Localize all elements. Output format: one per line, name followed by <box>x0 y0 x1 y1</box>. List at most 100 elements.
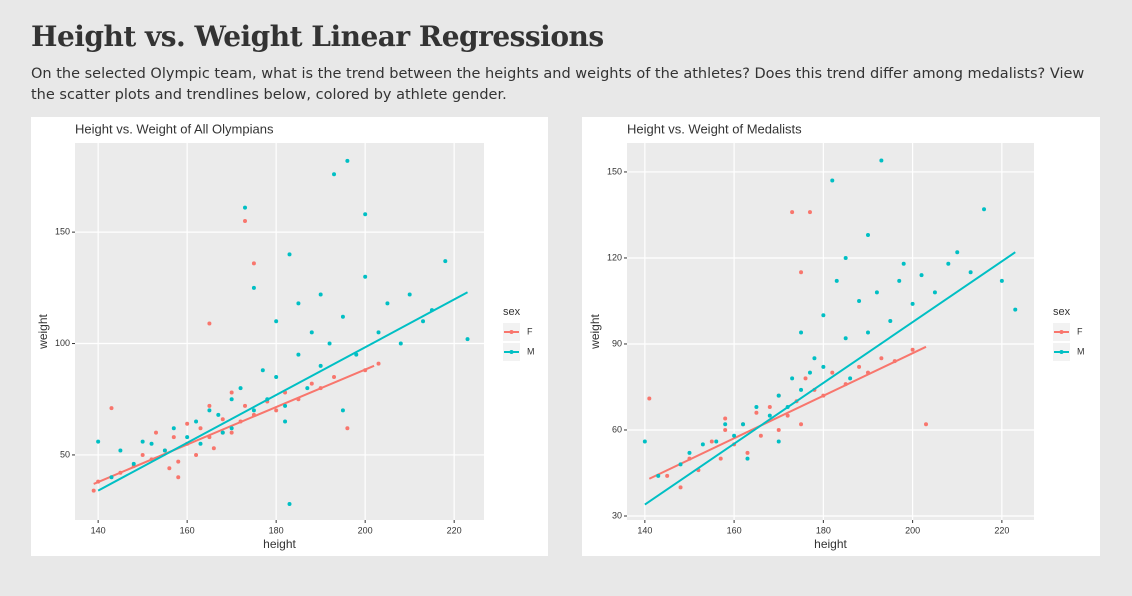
point <box>843 336 848 341</box>
point <box>153 430 158 435</box>
point <box>687 450 692 455</box>
point <box>879 158 884 163</box>
point <box>287 501 292 506</box>
x-tick-label: 180 <box>269 525 284 535</box>
point <box>167 466 172 471</box>
point <box>647 396 652 401</box>
x-tick-label: 160 <box>727 525 742 535</box>
y-tick-label: 100 <box>55 338 70 348</box>
point <box>807 370 812 375</box>
point <box>363 274 368 279</box>
point <box>968 270 973 275</box>
point <box>830 370 835 375</box>
point <box>385 301 390 306</box>
point <box>678 462 683 467</box>
point <box>919 273 924 278</box>
point <box>376 361 381 366</box>
point <box>332 172 337 177</box>
y-axis-label: weight <box>36 313 50 349</box>
y-tick-label: 60 <box>612 424 622 434</box>
point <box>207 408 212 413</box>
point <box>799 422 804 427</box>
point <box>745 450 750 455</box>
point <box>345 426 350 431</box>
point <box>910 347 915 352</box>
point <box>821 313 826 318</box>
x-axis-label: height <box>814 537 847 551</box>
point <box>363 212 368 217</box>
plot-background <box>627 143 1034 520</box>
point <box>718 456 723 461</box>
point <box>807 210 812 215</box>
trendline <box>97 291 469 492</box>
point <box>198 426 203 431</box>
point <box>443 259 448 264</box>
point <box>465 337 470 342</box>
point <box>345 158 350 163</box>
point <box>229 430 234 435</box>
x-tick-label: 140 <box>91 525 106 535</box>
legend-label: M <box>527 346 535 356</box>
page-title: Height vs. Weight Linear Regressions <box>31 20 604 53</box>
point <box>982 207 987 212</box>
point <box>857 364 862 369</box>
point <box>1013 307 1018 312</box>
legend-key-point <box>1059 330 1064 334</box>
legend-key-point <box>1059 350 1064 354</box>
trendline <box>644 251 1016 506</box>
point <box>162 448 167 453</box>
point <box>176 475 181 480</box>
point <box>767 405 772 410</box>
point <box>999 278 1004 283</box>
point <box>287 252 292 257</box>
chart-panel: 140 160 180 200 220 30 60 90 120 150 Height vs. We… <box>582 117 1100 556</box>
y-tick-label: 150 <box>55 227 70 237</box>
point <box>745 456 750 461</box>
point <box>211 446 216 451</box>
point <box>91 488 96 493</box>
point <box>283 403 288 408</box>
point <box>656 473 661 478</box>
point <box>243 205 248 210</box>
point <box>251 285 256 290</box>
point <box>834 278 839 283</box>
point <box>229 390 234 395</box>
legend-label: F <box>1077 326 1083 336</box>
point <box>274 374 279 379</box>
legend-key-point <box>509 350 514 354</box>
point <box>274 408 279 413</box>
point <box>709 439 714 444</box>
point <box>318 363 323 368</box>
point <box>754 405 759 410</box>
point <box>398 341 403 346</box>
point <box>723 416 728 421</box>
x-tick-label: 200 <box>905 525 920 535</box>
point <box>140 452 145 457</box>
legend-title: sex <box>1053 306 1071 318</box>
point <box>229 397 234 402</box>
y-tick-label: 50 <box>60 449 70 459</box>
point <box>955 250 960 255</box>
point <box>732 433 737 438</box>
point <box>932 290 937 295</box>
point <box>790 376 795 381</box>
point <box>185 421 190 426</box>
chart-panel: 140 160 180 200 220 50 100 150 Height vs. Weight… <box>31 117 548 556</box>
plot-background <box>75 143 484 520</box>
point <box>723 422 728 427</box>
point <box>340 408 345 413</box>
point <box>149 441 154 446</box>
point <box>785 413 790 418</box>
x-tick-label: 180 <box>816 525 831 535</box>
point <box>754 410 759 415</box>
point <box>220 417 225 422</box>
point <box>946 261 951 266</box>
point <box>251 408 256 413</box>
point <box>678 485 683 490</box>
trendline <box>93 364 375 485</box>
legend-label: M <box>1077 346 1085 356</box>
point <box>171 426 176 431</box>
y-tick-label: 150 <box>607 166 622 176</box>
point <box>229 426 234 431</box>
